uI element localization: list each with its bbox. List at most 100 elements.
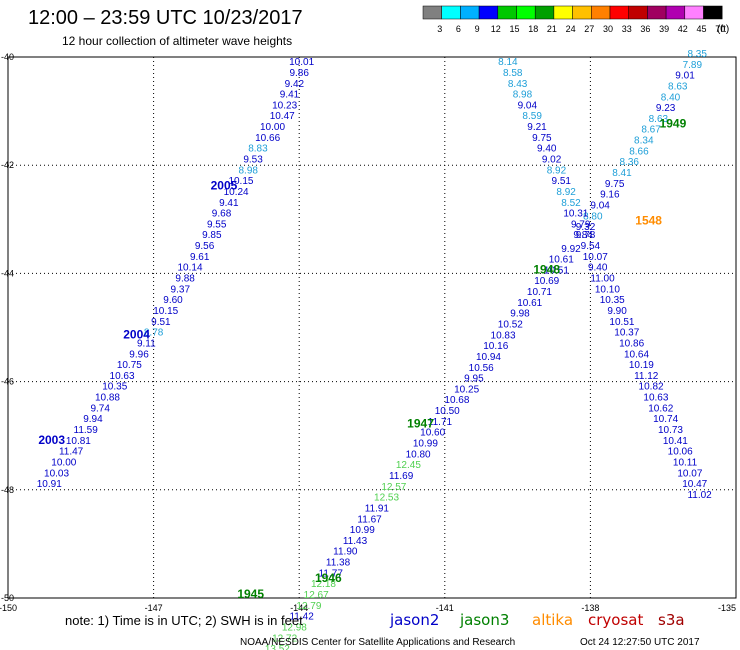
swh-value: 9.90 bbox=[607, 306, 627, 317]
swh-value: 10.71 bbox=[527, 287, 552, 298]
swh-value: 12.98 bbox=[282, 622, 307, 633]
swh-value: 8.36 bbox=[619, 157, 639, 168]
swh-value: 10.14 bbox=[177, 263, 202, 274]
legend-label: 36 bbox=[640, 24, 650, 34]
swh-value: 11.90 bbox=[333, 547, 358, 558]
swh-value: 10.01 bbox=[289, 57, 314, 68]
legend-swatch bbox=[422, 5, 442, 20]
swh-value: 9.92 bbox=[561, 244, 581, 255]
swh-value: 11.00 bbox=[590, 274, 615, 285]
pass-time-label: 2004 bbox=[123, 327, 150, 341]
legend-swatch bbox=[460, 5, 480, 20]
swh-value: 8.41 bbox=[612, 168, 632, 179]
swh-value: 9.75 bbox=[605, 179, 625, 190]
swh-value: 9.98 bbox=[510, 309, 530, 320]
swh-value: 9.84 bbox=[573, 230, 593, 241]
swh-value: 10.80 bbox=[406, 449, 431, 460]
swh-value: 7.89 bbox=[683, 60, 703, 71]
legend-label: 24 bbox=[566, 24, 576, 34]
swh-value: 9.04 bbox=[518, 100, 538, 111]
legend-swatch bbox=[591, 5, 611, 20]
legend-label: 70 bbox=[715, 24, 725, 34]
swh-value: 9.94 bbox=[83, 414, 103, 425]
legend-swatch bbox=[553, 5, 573, 20]
swh-value: 13.52 bbox=[265, 644, 290, 650]
swh-value: 10.52 bbox=[498, 320, 523, 331]
lon-tick-label: -144 bbox=[290, 603, 308, 613]
page-subtitle: 12 hour collection of altimeter wave hei… bbox=[62, 34, 292, 48]
legend-swatch bbox=[441, 5, 461, 20]
swh-value: 8.35 bbox=[687, 49, 707, 60]
swh-value: 10.81 bbox=[66, 436, 91, 447]
swh-value: 9.75 bbox=[532, 133, 552, 144]
swh-value: 12.57 bbox=[381, 482, 406, 493]
swh-value: 9.74 bbox=[90, 403, 110, 414]
swh-value: 10.50 bbox=[435, 406, 460, 417]
swh-value: 11.47 bbox=[59, 447, 84, 458]
swh-value: 8.92 bbox=[547, 165, 567, 176]
swh-value: 10.19 bbox=[629, 360, 654, 371]
swh-value: 12.18 bbox=[311, 579, 336, 590]
swh-value: 12.72 bbox=[272, 633, 297, 644]
swh-value: 10.91 bbox=[37, 479, 62, 490]
swh-value: 9.86 bbox=[289, 68, 309, 79]
swh-value: 10.61 bbox=[549, 255, 574, 266]
swh-value: 10.23 bbox=[272, 100, 297, 111]
footer-credit: NOAA/NESDIS Center for Satellite Applica… bbox=[240, 637, 515, 648]
swh-value: 10.37 bbox=[614, 328, 639, 339]
swh-value: 9.41 bbox=[219, 198, 239, 209]
swh-value: 9.53 bbox=[243, 154, 263, 165]
legend-swatch bbox=[647, 5, 667, 20]
swh-value: 10.00 bbox=[260, 122, 285, 133]
legend-swatch bbox=[497, 5, 517, 20]
legend-swatch bbox=[534, 5, 555, 20]
swh-value: 9.55 bbox=[207, 219, 227, 230]
footer-timestamp: Oct 24 12:27:50 UTC 2017 bbox=[580, 637, 700, 648]
pass-time-label: 1947 bbox=[407, 417, 434, 431]
pass-time-label: 2005 bbox=[211, 179, 238, 193]
lat-tick-label: -44 bbox=[1, 268, 14, 278]
legend-label: 9 bbox=[475, 24, 480, 34]
swh-value: 8.59 bbox=[522, 111, 542, 122]
swh-value: 9.95 bbox=[464, 374, 484, 385]
swh-value: 10.99 bbox=[350, 525, 375, 536]
legend-swatch bbox=[478, 5, 499, 20]
swh-value: 10.51 bbox=[544, 265, 569, 276]
pass-time-label: 2003 bbox=[38, 433, 65, 447]
legend-label: 18 bbox=[528, 24, 538, 34]
track-2003-2005: 10.019.869.429.4110.2310.4710.0010.668.8… bbox=[37, 57, 315, 490]
swh-value: 11.71 bbox=[428, 417, 453, 428]
swh-value: 10.11 bbox=[673, 457, 698, 468]
swh-value: 12.79 bbox=[296, 601, 321, 612]
swh-value: 10.75 bbox=[117, 360, 142, 371]
swh-value: 9.51 bbox=[552, 176, 572, 187]
swh-value: 10.16 bbox=[483, 341, 508, 352]
swh-value: 11.91 bbox=[365, 503, 390, 514]
lon-tick-label: -135 bbox=[718, 603, 736, 613]
swh-value: 10.69 bbox=[534, 276, 559, 287]
legend-swatch bbox=[628, 5, 648, 20]
swh-value: 11.38 bbox=[326, 558, 351, 569]
legend-swatch bbox=[665, 5, 686, 20]
lat-tick-label: -42 bbox=[1, 160, 14, 170]
swh-value: 10.15 bbox=[153, 306, 178, 317]
swh-value: 10.00 bbox=[51, 457, 76, 468]
map-border bbox=[7, 56, 737, 599]
swh-value: 8.63 bbox=[668, 81, 688, 92]
lon-tick-label: -147 bbox=[145, 603, 163, 613]
pass-time-label: 1946 bbox=[315, 571, 342, 585]
track-1945-1949: 8.357.899.018.638.409.238.638.678.348.66… bbox=[237, 49, 707, 650]
swh-value: 10.73 bbox=[658, 425, 683, 436]
swh-value: 12.45 bbox=[396, 460, 421, 471]
lat-tick-label: -48 bbox=[1, 485, 14, 495]
legend-label: 42 bbox=[678, 24, 688, 34]
swh-value: 10.63 bbox=[643, 393, 668, 404]
swh-value: 8.98 bbox=[239, 165, 259, 176]
swh-value: 10.41 bbox=[663, 436, 688, 447]
swh-value: 11.67 bbox=[357, 514, 382, 525]
swh-value: 8.67 bbox=[641, 125, 661, 136]
lat-tick-label: -50 bbox=[1, 593, 14, 603]
lat-tick-label: -40 bbox=[1, 52, 14, 62]
swh-value: 8.78 bbox=[144, 328, 164, 339]
lat-tick-label: -46 bbox=[1, 377, 14, 387]
